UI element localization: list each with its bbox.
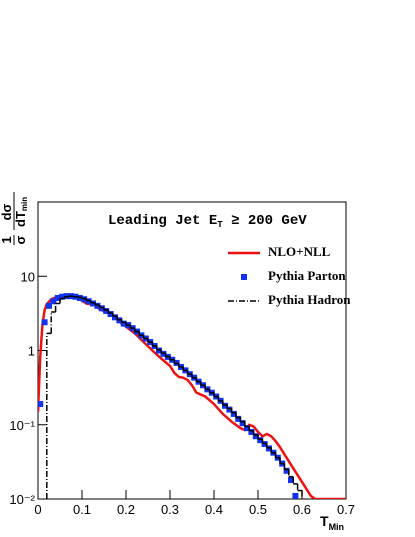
x-tick-label: 0 [34,502,41,517]
xlabel-sub: Min [329,522,345,532]
x-tick-label: 0.3 [161,502,179,517]
marker [38,401,44,408]
x-tick-label: 0.5 [249,502,267,517]
marker [230,410,237,417]
title-sub: T [217,220,223,230]
marker [244,425,250,432]
marker [59,293,66,300]
marker [94,302,101,309]
y-tick-label: 1 [28,344,35,359]
y-tick-label: 10⁻¹ [9,418,35,433]
marker [239,420,246,427]
marker [103,308,110,315]
marker [235,415,242,422]
marker [252,433,259,440]
legend-label: NLO+NLL [268,244,331,259]
ylabel-den2-sub: min [20,197,29,211]
y-tick-label: 10 [21,269,35,284]
marker [283,467,290,474]
x-tick-label: 0.6 [293,502,311,517]
y-tick-label: 10⁻² [9,492,35,507]
title-rest: ≥ 200 GeV [223,213,308,229]
marker [288,477,294,484]
marker [46,302,52,309]
marker [120,320,127,327]
marker [41,319,48,326]
marker [112,314,118,321]
ylabel-den1: σ [13,235,28,244]
ylabel-num2: dσ [0,203,14,220]
ylabel-den2: dTmin [13,197,29,227]
x-tick-label: 0.1 [73,502,91,517]
x-axis-label: TMin [320,513,344,532]
legend-marker [241,274,247,280]
marker [292,492,299,499]
marker [257,437,264,444]
x-tick-label: 0.7 [337,502,355,517]
legend-label: Pythia Hadron [268,292,351,307]
x-tick-label: 0.2 [117,502,135,517]
ylabel-den2-text: dT [13,211,28,227]
plot-area [38,293,346,499]
marker [222,402,228,409]
chart-title: Leading Jet ET ≥ 200 GeV [108,213,307,230]
marker [50,298,57,305]
marker [98,305,105,312]
marker [54,294,61,301]
legend-label: Pythia Parton [268,268,346,283]
xlabel-text: T [320,513,329,529]
marker [226,406,233,413]
series-line [38,293,346,499]
y-axis-label: 1 σ dσ dTmin [0,192,29,245]
title-text: Leading Jet E [108,213,217,229]
ylabel-num1: 1 [0,236,14,243]
x-tick-label: 0.4 [205,502,223,517]
marker [107,311,114,318]
marker [248,428,255,435]
